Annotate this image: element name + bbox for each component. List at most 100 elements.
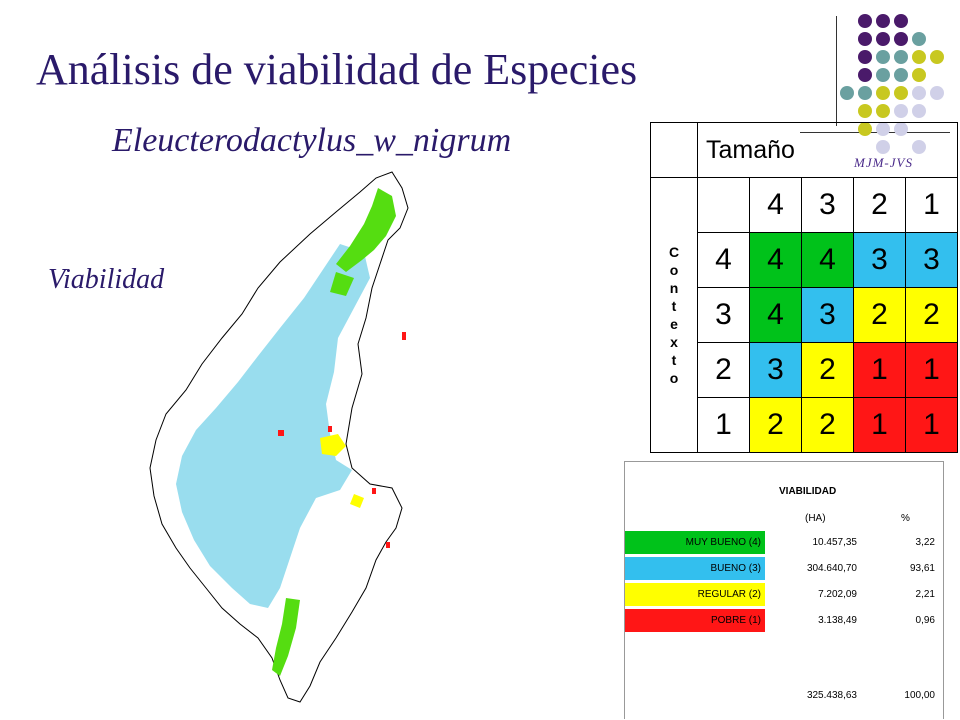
logo-dot bbox=[912, 32, 926, 46]
logo-dot bbox=[858, 104, 872, 118]
context-letter: C bbox=[668, 244, 680, 260]
context-letter: e bbox=[670, 316, 678, 332]
matrix-row-header: 1 bbox=[697, 397, 750, 453]
logo-dot bbox=[876, 32, 890, 46]
matrix-cell: 4 bbox=[749, 232, 802, 288]
map-label: Viabilidad bbox=[48, 264, 165, 295]
matrix-cell: 4 bbox=[801, 232, 854, 288]
row-percent: 2,21 bbox=[915, 589, 935, 600]
matrix-row-header: 3 bbox=[697, 287, 750, 343]
logo-dot bbox=[876, 86, 890, 100]
matrix-empty-cell bbox=[697, 177, 750, 233]
logo-dot bbox=[912, 86, 926, 100]
matrix-cell: 3 bbox=[905, 232, 958, 288]
matrix-cell: 2 bbox=[749, 397, 802, 453]
context-letter: x bbox=[670, 334, 678, 350]
logo-dot bbox=[930, 86, 944, 100]
matrix-context-label: C o n t e x t o bbox=[650, 177, 698, 453]
logo-dot bbox=[894, 68, 908, 82]
table-row: BUENO (3) 304.640,70 93,61 bbox=[625, 557, 943, 580]
total-percent: 100,00 bbox=[904, 690, 935, 701]
logo-dot bbox=[894, 14, 908, 28]
row-hectares: 304.640,70 bbox=[806, 563, 857, 574]
map-muy-bueno-zone bbox=[272, 188, 396, 676]
logo-dot bbox=[858, 32, 872, 46]
row-percent: 93,61 bbox=[909, 563, 935, 574]
context-letter: t bbox=[671, 298, 677, 314]
matrix-row: C o n t e x t o 4 3 2 1 bbox=[650, 177, 958, 453]
context-letter: t bbox=[671, 352, 677, 368]
matrix-cell: 1 bbox=[853, 397, 906, 453]
logo-dot bbox=[876, 104, 890, 118]
matrix-col-header: 1 bbox=[905, 177, 958, 233]
map-bueno-zone bbox=[176, 244, 370, 608]
matrix-cell: 2 bbox=[853, 287, 906, 343]
row-hectares: 3.138,49 bbox=[818, 615, 857, 626]
author-logo-text: MJM-JVS bbox=[854, 155, 913, 170]
total-hectares: 325.438,63 bbox=[806, 690, 857, 701]
matrix-cell: 4 bbox=[749, 287, 802, 343]
logo-dot bbox=[876, 50, 890, 64]
row-percent: 3,22 bbox=[915, 537, 935, 548]
context-letter: o bbox=[669, 262, 679, 278]
matrix-cell: 2 bbox=[801, 397, 854, 453]
logo-vertical-line bbox=[836, 16, 837, 126]
context-letter: o bbox=[669, 370, 679, 386]
logo-dot bbox=[894, 32, 908, 46]
column-header-percent: % bbox=[901, 513, 910, 524]
matrix-corner-cell bbox=[650, 122, 698, 178]
matrix-cell: 3 bbox=[853, 232, 906, 288]
slide-title: Análisis de viabilidad de Especies bbox=[36, 45, 638, 94]
viability-map bbox=[149, 171, 409, 703]
logo-dot bbox=[912, 104, 926, 118]
matrix-row-header: 4 bbox=[697, 232, 750, 288]
matrix-cell: 3 bbox=[801, 287, 854, 343]
matrix-row: 3 4 3 2 2 bbox=[651, 287, 958, 343]
logo-dot bbox=[894, 50, 908, 64]
row-label: POBRE (1) bbox=[625, 609, 765, 632]
logo-dot bbox=[858, 86, 872, 100]
logo-dot bbox=[894, 86, 908, 100]
row-hectares: 7.202,09 bbox=[818, 589, 857, 600]
viability-summary-table: VIABILIDAD (HA) % MUY BUENO (4) 10.457,3… bbox=[624, 461, 944, 719]
matrix-size-header: Tamaño bbox=[697, 122, 958, 178]
map-pobre-zone bbox=[278, 332, 406, 548]
logo-dot bbox=[912, 68, 926, 82]
logo-dot bbox=[858, 50, 872, 64]
logo-dot bbox=[876, 68, 890, 82]
row-label: MUY BUENO (4) bbox=[625, 531, 765, 554]
species-name: Eleucterodactylus_w_nigrum bbox=[112, 122, 512, 159]
logo-dot bbox=[894, 104, 908, 118]
matrix-row: 4 4 4 3 3 bbox=[651, 232, 958, 288]
matrix-cell: 2 bbox=[801, 342, 854, 398]
table-title: VIABILIDAD bbox=[779, 486, 837, 497]
row-label: REGULAR (2) bbox=[625, 583, 765, 606]
logo-dot bbox=[930, 50, 944, 64]
matrix-row: 1 2 2 1 1 bbox=[651, 397, 958, 453]
matrix-cell: 3 bbox=[749, 342, 802, 398]
row-hectares: 10.457,35 bbox=[812, 537, 858, 548]
table-row: POBRE (1) 3.138,49 0,96 bbox=[625, 609, 943, 632]
matrix-cell: 1 bbox=[905, 397, 958, 453]
matrix-cell: 2 bbox=[905, 287, 958, 343]
column-header-ha: (HA) bbox=[805, 513, 826, 524]
row-label: BUENO (3) bbox=[625, 557, 765, 580]
table-row: REGULAR (2) 7.202,09 2,21 bbox=[625, 583, 943, 606]
logo-dot bbox=[858, 14, 872, 28]
table-row: MUY BUENO (4) 10.457,35 3,22 bbox=[625, 531, 943, 554]
context-letter: n bbox=[669, 280, 679, 296]
matrix-cell: 1 bbox=[853, 342, 906, 398]
logo-dot bbox=[840, 86, 854, 100]
logo-dot bbox=[858, 68, 872, 82]
viability-matrix: Tamaño C o n t e x t o 4 3 2 1 4 4 4 3 3… bbox=[650, 122, 958, 453]
matrix-col-header: 3 bbox=[801, 177, 854, 233]
matrix-cell: 1 bbox=[905, 342, 958, 398]
matrix-col-header: 4 bbox=[749, 177, 802, 233]
matrix-row: 2 3 2 1 1 bbox=[651, 342, 958, 398]
matrix-col-header: 2 bbox=[853, 177, 906, 233]
logo-dot bbox=[912, 50, 926, 64]
matrix-row-header: 2 bbox=[697, 342, 750, 398]
map-regular-zone bbox=[320, 434, 364, 508]
row-percent: 0,96 bbox=[915, 615, 935, 626]
logo-dot bbox=[876, 14, 890, 28]
